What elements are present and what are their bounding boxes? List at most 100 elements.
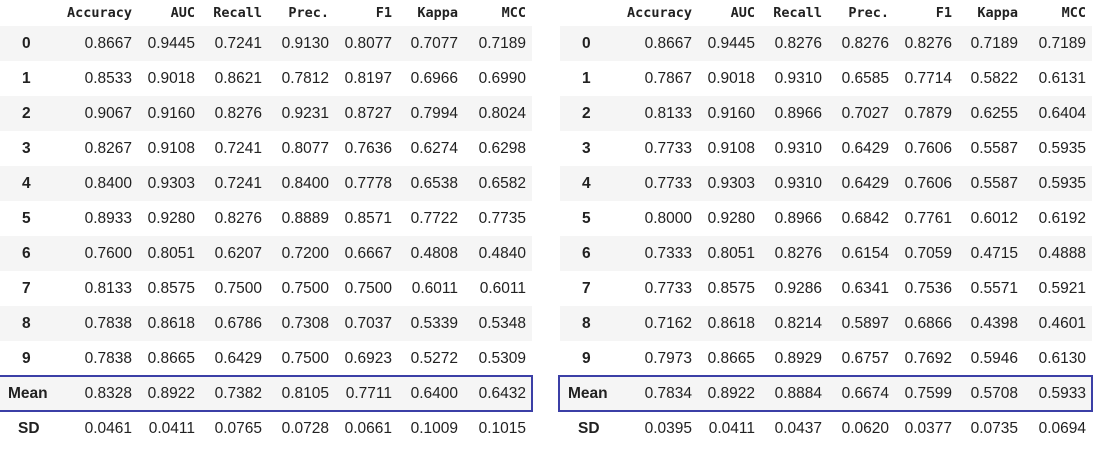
metric-cell: 0.8276 xyxy=(201,96,268,131)
metric-cell: 0.6674 xyxy=(828,376,895,411)
metric-cell: 0.1009 xyxy=(398,411,464,446)
metric-cell: 0.7606 xyxy=(895,166,958,201)
metric-cell: 0.7834 xyxy=(618,376,698,411)
metric-cell: 0.6404 xyxy=(1024,96,1092,131)
metric-cell: 0.6011 xyxy=(398,271,464,306)
metric-cell: 0.9445 xyxy=(698,26,761,61)
metric-cell: 0.7308 xyxy=(268,306,335,341)
table-row: 2 0.8133 0.9160 0.8966 0.7027 0.7879 0.6255 0.6… xyxy=(560,96,1092,131)
metric-cell: 0.0661 xyxy=(335,411,398,446)
metric-cell: 0.9108 xyxy=(138,131,201,166)
row-index: 0 xyxy=(560,26,618,61)
metric-cell: 0.5708 xyxy=(958,376,1024,411)
metric-cell: 0.9310 xyxy=(761,166,828,201)
column-header: Accuracy xyxy=(58,0,138,26)
metric-cell: 0.9310 xyxy=(761,61,828,96)
sd-row: SD 0.0461 0.0411 0.0765 0.0728 0.0661 0.1009 0.… xyxy=(0,411,532,446)
table-row: 1 0.8533 0.9018 0.8621 0.7812 0.8197 0.6966 0.6… xyxy=(0,61,532,96)
table-row: 5 0.8933 0.9280 0.8276 0.8889 0.8571 0.7722 0.7… xyxy=(0,201,532,236)
metric-cell: 0.7722 xyxy=(398,201,464,236)
row-index: 8 xyxy=(0,306,58,341)
metric-cell: 0.8667 xyxy=(58,26,138,61)
metric-cell: 0.7733 xyxy=(618,131,698,166)
metric-cell: 0.0437 xyxy=(761,411,828,446)
metric-cell: 0.9160 xyxy=(698,96,761,131)
metric-cell: 0.4601 xyxy=(1024,306,1092,341)
metric-cell: 0.8665 xyxy=(138,341,201,376)
metric-cell: 0.7812 xyxy=(268,61,335,96)
metric-cell: 0.8276 xyxy=(761,236,828,271)
metric-cell: 0.6757 xyxy=(828,341,895,376)
metric-cell: 0.6429 xyxy=(828,166,895,201)
metric-cell: 0.8276 xyxy=(895,26,958,61)
metric-cell: 0.8618 xyxy=(698,306,761,341)
metric-cell: 0.7714 xyxy=(895,61,958,96)
metric-cell: 0.0620 xyxy=(828,411,895,446)
row-index: 1 xyxy=(560,61,618,96)
metric-cell: 0.7711 xyxy=(335,376,398,411)
metric-cell: 0.8077 xyxy=(335,26,398,61)
row-index: 3 xyxy=(560,131,618,166)
metric-cell: 0.8400 xyxy=(58,166,138,201)
metric-cell: 0.5921 xyxy=(1024,271,1092,306)
metric-cell: 0.8727 xyxy=(335,96,398,131)
metric-cell: 0.9108 xyxy=(698,131,761,166)
table-row: 2 0.9067 0.9160 0.8276 0.9231 0.8727 0.7994 0.8… xyxy=(0,96,532,131)
metric-cell: 0.8618 xyxy=(138,306,201,341)
metric-cell: 0.7636 xyxy=(335,131,398,166)
metric-cell: 0.7599 xyxy=(895,376,958,411)
metric-cell: 0.6011 xyxy=(464,271,532,306)
metric-cell: 0.5935 xyxy=(1024,166,1092,201)
metric-cell: 0.0377 xyxy=(895,411,958,446)
metric-cell: 0.6192 xyxy=(1024,201,1092,236)
metric-cell: 0.6130 xyxy=(1024,341,1092,376)
metric-cell: 0.7382 xyxy=(201,376,268,411)
metric-cell: 0.7761 xyxy=(895,201,958,236)
table-row: 4 0.7733 0.9303 0.9310 0.6429 0.7606 0.5587 0.5… xyxy=(560,166,1092,201)
sd-row: SD 0.0395 0.0411 0.0437 0.0620 0.0377 0.0735 0.… xyxy=(560,411,1092,446)
mean-row: Mean 0.7834 0.8922 0.8884 0.6674 0.7599 0.5708… xyxy=(560,376,1092,411)
metric-cell: 0.6429 xyxy=(201,341,268,376)
row-index: 1 xyxy=(0,61,58,96)
metric-cell: 0.9303 xyxy=(138,166,201,201)
row-index: 2 xyxy=(0,96,58,131)
metric-cell: 0.0395 xyxy=(618,411,698,446)
left-table-body: 0 0.8667 0.9445 0.7241 0.9130 0.8077 0.7077 0.7… xyxy=(0,26,532,446)
metric-cell: 0.7059 xyxy=(895,236,958,271)
metric-cell: 0.7735 xyxy=(464,201,532,236)
row-index: 7 xyxy=(0,271,58,306)
metric-cell: 0.6400 xyxy=(398,376,464,411)
column-header: Accuracy xyxy=(618,0,698,26)
row-index: 3 xyxy=(0,131,58,166)
row-index: 6 xyxy=(0,236,58,271)
metric-cell: 0.8276 xyxy=(201,201,268,236)
row-index: 5 xyxy=(0,201,58,236)
metric-cell: 0.9130 xyxy=(268,26,335,61)
metric-cell: 0.6012 xyxy=(958,201,1024,236)
metric-cell: 0.8575 xyxy=(698,271,761,306)
metric-cell: 0.7241 xyxy=(201,131,268,166)
metric-cell: 0.4398 xyxy=(958,306,1024,341)
table-row: 3 0.7733 0.9108 0.9310 0.6429 0.7606 0.5587 0.5… xyxy=(560,131,1092,166)
left-metrics-table-container: Accuracy AUC Recall Prec. F1 Kappa MCC 0… xyxy=(0,0,532,446)
metric-cell: 0.8966 xyxy=(761,201,828,236)
row-index: 0 xyxy=(0,26,58,61)
metric-cell: 0.7500 xyxy=(201,271,268,306)
table-row: 7 0.8133 0.8575 0.7500 0.7500 0.7500 0.6011 0.6… xyxy=(0,271,532,306)
metric-cell: 0.7733 xyxy=(618,166,698,201)
metric-cell: 0.7333 xyxy=(618,236,698,271)
metric-cell: 0.7189 xyxy=(464,26,532,61)
metric-cell: 0.6131 xyxy=(1024,61,1092,96)
metric-cell: 0.5822 xyxy=(958,61,1024,96)
metric-cell: 0.7500 xyxy=(268,271,335,306)
metric-cell: 0.0461 xyxy=(58,411,138,446)
table-row: 8 0.7162 0.8618 0.8214 0.5897 0.6866 0.4398 0.4… xyxy=(560,306,1092,341)
metric-cell: 0.8933 xyxy=(58,201,138,236)
column-header: Recall xyxy=(201,0,268,26)
metric-cell: 0.6298 xyxy=(464,131,532,166)
metric-cell: 0.7500 xyxy=(335,271,398,306)
metric-cell: 0.7994 xyxy=(398,96,464,131)
header-row: Accuracy AUC Recall Prec. F1 Kappa MCC xyxy=(0,0,532,26)
metric-cell: 0.8889 xyxy=(268,201,335,236)
metric-cell: 0.5348 xyxy=(464,306,532,341)
